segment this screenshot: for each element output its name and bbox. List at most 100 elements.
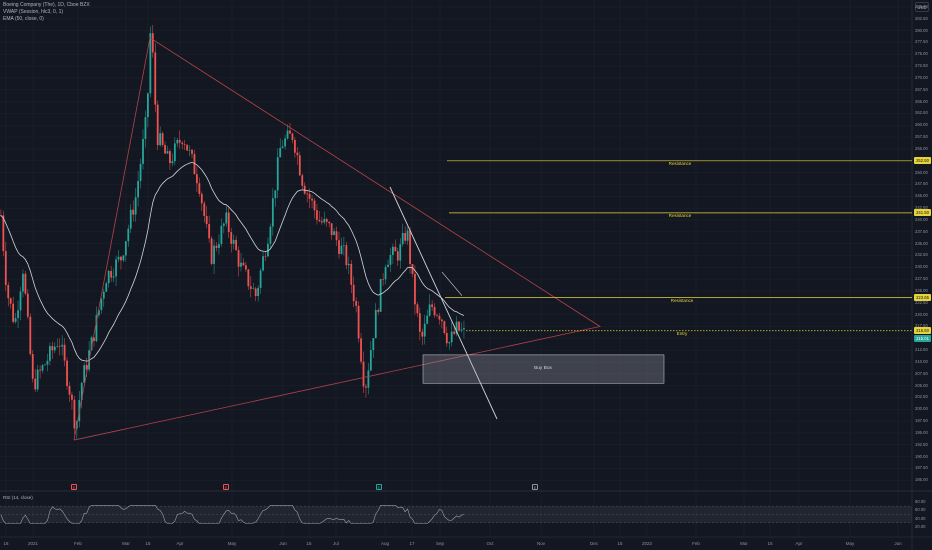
price-tick-label: 272.50 bbox=[915, 63, 928, 69]
level-label: Resistance bbox=[670, 297, 694, 303]
candle bbox=[176, 138, 179, 147]
vwap-indicator-label[interactable]: VWAP (Session, hlc3, 0, 1) bbox=[3, 9, 64, 15]
time-tick-label: Aug bbox=[380, 541, 390, 546]
price-tick-label: 210.00 bbox=[915, 358, 928, 364]
candle bbox=[215, 241, 218, 252]
triangle-pattern-lines[interactable] bbox=[73, 37, 602, 441]
time-tick-label: 15 bbox=[145, 541, 151, 546]
rsi-label[interactable]: RSI (14, close) bbox=[3, 495, 33, 500]
candle bbox=[159, 126, 162, 147]
candle bbox=[22, 269, 24, 298]
candle bbox=[24, 270, 27, 296]
candle bbox=[286, 124, 289, 140]
candle bbox=[460, 322, 463, 333]
candle bbox=[357, 301, 360, 343]
candle bbox=[249, 276, 252, 298]
candle bbox=[316, 203, 318, 225]
candle bbox=[227, 206, 230, 238]
candle bbox=[458, 320, 460, 332]
candle bbox=[149, 26, 152, 98]
time-tick-label: Dec bbox=[589, 541, 599, 546]
candle bbox=[443, 320, 446, 335]
candle bbox=[222, 222, 225, 234]
candle bbox=[208, 215, 211, 243]
candle bbox=[17, 300, 19, 329]
candle bbox=[431, 299, 433, 311]
candle bbox=[298, 151, 301, 177]
candle bbox=[115, 255, 117, 287]
candle bbox=[225, 206, 228, 228]
price-tick-label: 277.50 bbox=[915, 39, 928, 45]
time-tick-label: Jun bbox=[279, 541, 287, 546]
buy-box-label: Buy Box bbox=[534, 366, 552, 372]
candle bbox=[303, 182, 306, 195]
ema-line bbox=[0, 161, 465, 362]
candle bbox=[367, 362, 370, 395]
earnings-event-marker[interactable]: E bbox=[71, 484, 77, 490]
earnings-event-marker[interactable]: E bbox=[223, 484, 229, 490]
candle bbox=[164, 141, 166, 154]
small-trend-line[interactable] bbox=[441, 271, 463, 296]
symbol-title[interactable]: Boeing Company (The), 1D, Cboe BZX bbox=[3, 2, 90, 8]
candle bbox=[66, 357, 68, 390]
price-tick-label: 250.00 bbox=[915, 169, 928, 175]
candle bbox=[105, 281, 108, 292]
time-tick-label: Sep bbox=[435, 541, 445, 546]
candle bbox=[230, 228, 233, 253]
currency-label[interactable]: USD bbox=[915, 2, 929, 12]
price-badge: 223.65 bbox=[914, 293, 931, 301]
candle bbox=[311, 195, 313, 209]
candle bbox=[406, 226, 409, 245]
candle bbox=[102, 288, 105, 307]
candle bbox=[394, 239, 397, 252]
candle bbox=[100, 297, 103, 314]
candle bbox=[98, 309, 100, 319]
price-tick-label: 280.00 bbox=[915, 27, 928, 33]
price-tick-label: 220.00 bbox=[915, 311, 928, 317]
candle bbox=[409, 227, 411, 274]
candle bbox=[191, 148, 193, 159]
earnings-event-marker[interactable]: E bbox=[532, 484, 538, 490]
downtrend-line[interactable] bbox=[389, 186, 498, 420]
candle bbox=[423, 315, 426, 345]
time-tick-label: 15 bbox=[617, 541, 623, 546]
candle bbox=[284, 134, 286, 150]
drawing-tools[interactable] bbox=[73, 37, 912, 441]
candle bbox=[73, 395, 76, 435]
price-badge: 241.50 bbox=[914, 209, 931, 217]
buy-box[interactable] bbox=[422, 354, 665, 384]
candle bbox=[240, 253, 242, 272]
candle bbox=[161, 131, 164, 148]
candle bbox=[325, 217, 328, 227]
price-tick-label: 245.00 bbox=[915, 193, 928, 199]
candle bbox=[110, 265, 113, 282]
candle bbox=[296, 147, 299, 166]
candle bbox=[188, 145, 191, 157]
candle bbox=[12, 296, 15, 324]
price-tick-label: 242.50 bbox=[915, 205, 928, 211]
candle bbox=[350, 259, 353, 294]
time-tick-label: 16 bbox=[3, 541, 9, 546]
candle bbox=[26, 289, 29, 320]
candle bbox=[34, 369, 37, 392]
ema-indicator-label[interactable]: EMA (50, close, 0) bbox=[3, 16, 44, 22]
candle bbox=[333, 227, 335, 236]
candle bbox=[438, 312, 441, 325]
candle bbox=[262, 251, 264, 272]
candle bbox=[274, 190, 277, 207]
earnings-event-marker[interactable]: E bbox=[376, 484, 382, 490]
candle bbox=[301, 173, 304, 190]
candle bbox=[313, 197, 316, 219]
price-tick-label: 207.50 bbox=[915, 370, 928, 376]
candle bbox=[281, 140, 284, 149]
level-label: Resistance bbox=[668, 161, 692, 167]
candle bbox=[142, 129, 144, 170]
candle bbox=[39, 365, 41, 379]
price-tick-label: 212.50 bbox=[915, 347, 928, 353]
candle bbox=[264, 251, 267, 262]
price-tick-label: 187.50 bbox=[915, 465, 928, 471]
time-tick-label: Oct bbox=[486, 541, 494, 546]
candle bbox=[137, 170, 139, 207]
